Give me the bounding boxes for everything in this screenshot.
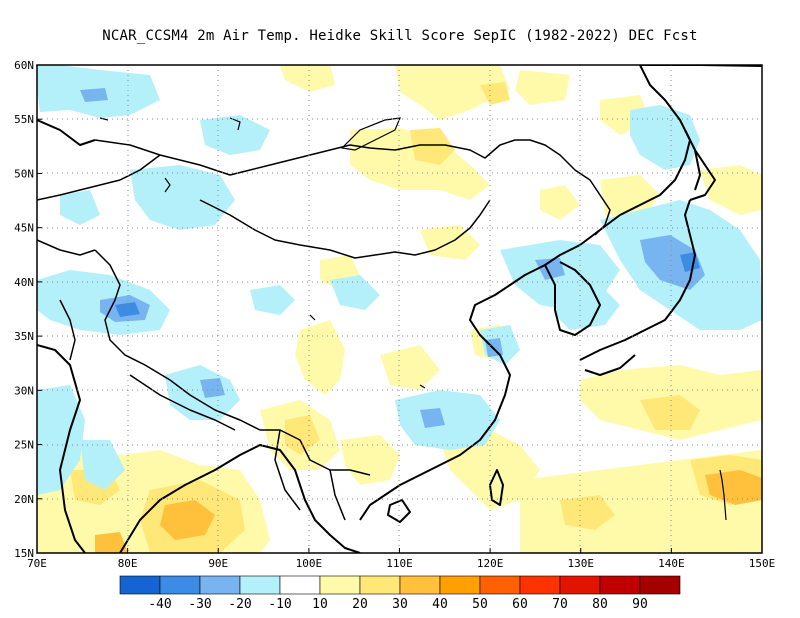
lat-tick-label: 60N	[14, 59, 34, 72]
colorbar-label: 20	[352, 597, 368, 612]
colorbar-label: 90	[632, 597, 648, 612]
colorbar-swatch	[519, 575, 561, 595]
colorbar-label: 30	[392, 597, 408, 612]
lat-tick-label: 25N	[14, 439, 34, 452]
lon-tick-label: 140E	[658, 557, 685, 570]
grid-lines	[37, 65, 762, 553]
lat-tick-label: 30N	[14, 384, 34, 397]
colorbar-label: 40	[432, 597, 448, 612]
colorbar: -40 -30 -20 -10 10 20 30 40 50 60 70 80 90	[119, 575, 681, 612]
lat-tick-label: 35N	[14, 330, 34, 343]
lat-tick-label: 20N	[14, 493, 34, 506]
lon-tick-label: 110E	[386, 557, 413, 570]
colorbar-swatch	[439, 575, 481, 595]
colorbar-swatch	[359, 575, 401, 595]
lat-tick-label: 40N	[14, 276, 34, 289]
colorbar-label: -30	[188, 597, 211, 612]
lon-tick-label: 90E	[208, 557, 228, 570]
colorbar-label: 10	[312, 597, 328, 612]
colorbar-label: 50	[472, 597, 488, 612]
colorbar-swatch	[199, 575, 241, 595]
lat-tick-label: 45N	[14, 222, 34, 235]
colorbar-swatch	[279, 575, 321, 595]
lon-tick-label: 120E	[477, 557, 504, 570]
colorbar-label: 70	[552, 597, 568, 612]
colorbar-swatch	[399, 575, 441, 595]
colorbar-swatch	[119, 575, 161, 595]
lat-tick-label: 55N	[14, 113, 34, 126]
colorbar-label: 80	[592, 597, 608, 612]
colorbar-swatch	[639, 575, 681, 595]
map-title: NCAR_CCSM4 2m Air Temp. Heidke Skill Sco…	[102, 28, 698, 44]
colorbar-label: -20	[228, 597, 251, 612]
lon-tick-label: 80E	[118, 557, 138, 570]
colorbar-swatch	[559, 575, 601, 595]
lon-tick-label: 70E	[27, 557, 47, 570]
colorbar-swatch	[159, 575, 201, 595]
skill-field	[37, 65, 762, 553]
colorbar-swatch	[479, 575, 521, 595]
colorbar-swatch	[599, 575, 641, 595]
colorbar-swatch	[239, 575, 281, 595]
colorbar-swatch	[319, 575, 361, 595]
lon-tick-label: 130E	[568, 557, 595, 570]
lon-tick-label: 100E	[296, 557, 323, 570]
lakes-and-islands	[99, 117, 727, 521]
skill-neg20-neg30-areas	[80, 88, 705, 428]
lat-tick-label: 50N	[14, 167, 34, 180]
axis-labels: 70E 80E 90E 100E 110E 120E 130E 140E 150E 15N 20N 2…	[14, 59, 775, 570]
colorbar-label: -40	[148, 597, 171, 612]
colorbar-label: -10	[268, 597, 291, 612]
lon-tick-label: 150E	[749, 557, 776, 570]
lat-tick-label: 15N	[14, 547, 34, 560]
colorbar-label: 60	[512, 597, 528, 612]
skill-30-40-areas	[95, 470, 762, 553]
country-borders	[37, 139, 611, 521]
